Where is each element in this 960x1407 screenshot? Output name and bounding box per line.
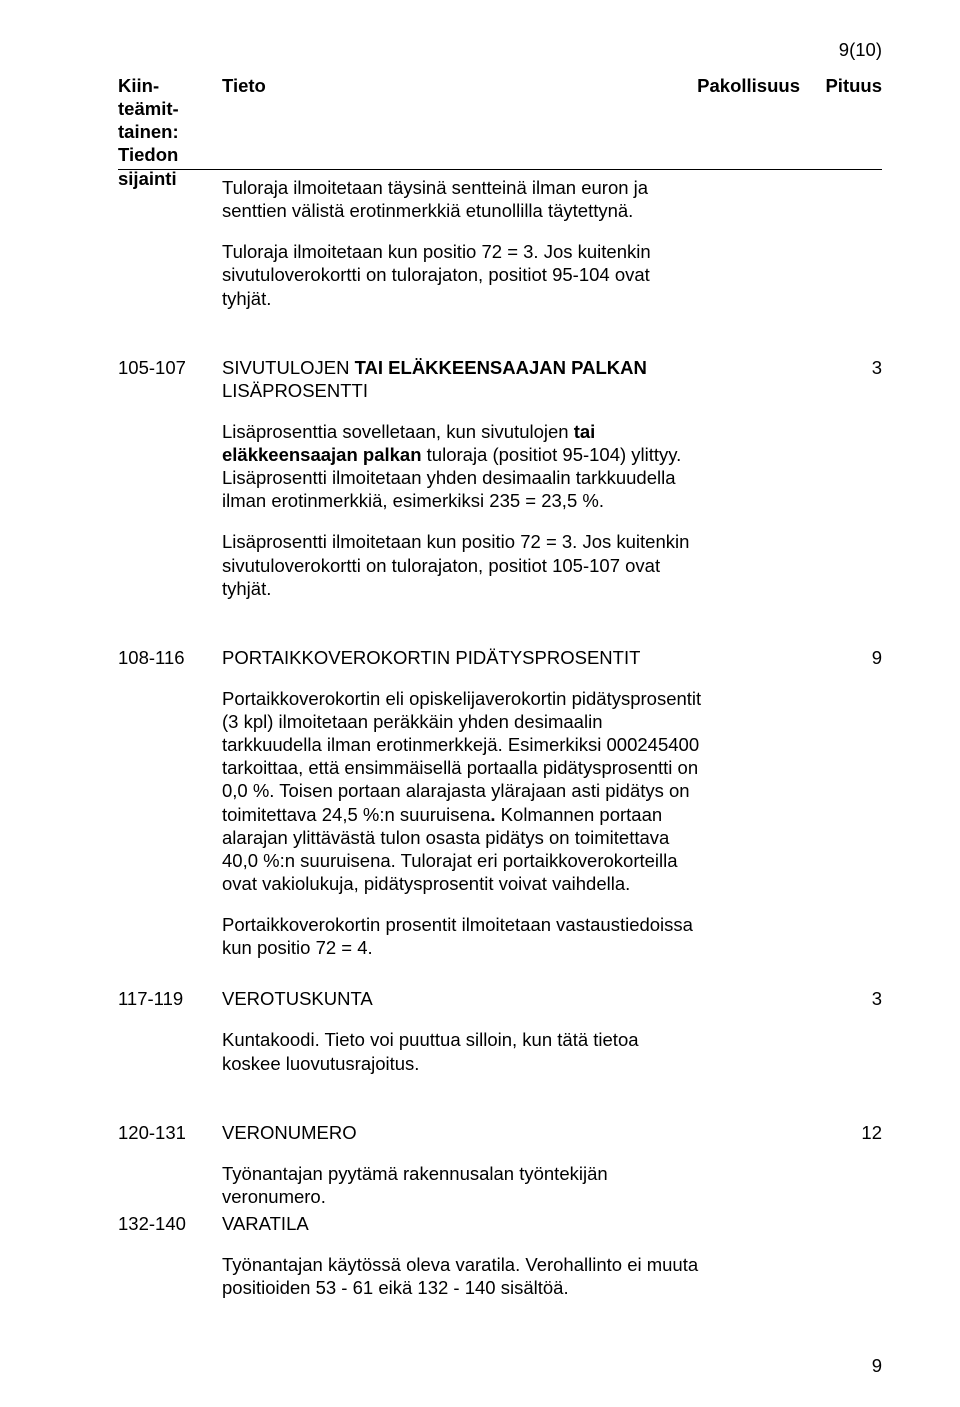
row-title: VARATILA [222, 1212, 702, 1235]
row-title: PORTAIKKOVEROKORTIN PIDÄTYSPROSENTIT [222, 646, 702, 669]
row-para: Työnantajan pyytämä rakennusalan työntek… [222, 1162, 702, 1208]
row-title: VEROTUSKUNTA [222, 987, 702, 1010]
row-content: VERONUMERO Työnantajan pyytämä rakennusa… [222, 1121, 702, 1208]
row-para: Portaikkoverokortin eli opiskelijaveroko… [222, 687, 702, 895]
para-text: Lisäprosentti ilmoitetaan kun positio 72… [222, 531, 689, 598]
table-row: 132-140 VARATILA Työnantajan käytössä ol… [222, 1212, 882, 1299]
title-text: VEROTUSKUNTA [222, 988, 373, 1009]
pituus-value: 9 [842, 646, 882, 669]
title-text: LISÄPROSENTTI [222, 380, 368, 401]
page-number-top: 9(10) [839, 38, 882, 61]
position-range: 105-107 [118, 356, 218, 379]
intro-block: Tuloraja ilmoitetaan täysinä sentteinä i… [222, 176, 702, 310]
row-title: VERONUMERO [222, 1121, 702, 1144]
row-content: SIVUTULOJEN TAI ELÄKKEENSAAJAN PALKAN LI… [222, 356, 702, 600]
pituus-value: 3 [842, 987, 882, 1010]
position-range: 132-140 [118, 1212, 218, 1235]
title-text: SIVUTULOJEN [222, 357, 355, 378]
para-text: Portaikkoverokortin prosentit ilmoitetaa… [222, 914, 693, 958]
row-para: Kuntakoodi. Tieto voi puuttua silloin, k… [222, 1028, 702, 1074]
header-divider [118, 169, 882, 170]
row-para: Lisäprosentti ilmoitetaan kun positio 72… [222, 530, 702, 599]
col-header-pakollisuus: Pakollisuus [697, 74, 800, 97]
position-range: 108-116 [118, 646, 218, 669]
table-header: Kiin- teämit- tainen: Tiedon sijainti Ti… [118, 74, 882, 170]
document-page: 9(10) Kiin- teämit- tainen: Tiedon sijai… [0, 0, 960, 1407]
table-row: 120-131 12 VERONUMERO Työnantajan pyytäm… [222, 1121, 882, 1208]
row-para: Lisäprosenttia sovelletaan, kun sivutulo… [222, 420, 702, 513]
table-row: 108-116 9 PORTAIKKOVEROKORTIN PIDÄTYSPRO… [222, 646, 882, 960]
col-header-sijainti: Kiin- teämit- tainen: Tiedon sijainti [118, 74, 202, 190]
table-row: 105-107 3 SIVUTULOJEN TAI ELÄKKEENSAAJAN… [222, 356, 882, 600]
row-para: Työnantajan käytössä oleva varatila. Ver… [222, 1253, 702, 1299]
row-title: SIVUTULOJEN TAI ELÄKKEENSAAJAN PALKAN LI… [222, 356, 702, 402]
row-content: VEROTUSKUNTA Kuntakoodi. Tieto voi puutt… [222, 987, 702, 1074]
page-number-bottom: 9 [872, 1354, 882, 1377]
intro-para-1: Tuloraja ilmoitetaan täysinä sentteinä i… [222, 176, 702, 222]
para-text: Kuntakoodi. Tieto voi puuttua silloin, k… [222, 1029, 639, 1073]
para-text: Työnantajan käytössä oleva varatila. Ver… [222, 1254, 698, 1298]
title-text: VERONUMERO [222, 1122, 357, 1143]
title-text-bold: TAI ELÄKKEENSAAJAN PALKAN [355, 357, 647, 378]
body-column: Tuloraja ilmoitetaan täysinä sentteinä i… [222, 176, 882, 1299]
position-range: 117-119 [118, 987, 218, 1010]
title-text: VARATILA [222, 1213, 309, 1234]
title-text: PORTAIKKOVEROKORTIN PIDÄTYSPROSENTIT [222, 647, 640, 668]
col-header-pituus: Pituus [825, 74, 882, 97]
col-header-tieto: Tieto [222, 74, 266, 97]
para-text: Lisäprosenttia sovelletaan, kun sivutulo… [222, 421, 574, 442]
position-range: 120-131 [118, 1121, 218, 1144]
pituus-value: 12 [842, 1121, 882, 1144]
row-content: VARATILA Työnantajan käytössä oleva vara… [222, 1212, 702, 1299]
row-para: Portaikkoverokortin prosentit ilmoitetaa… [222, 913, 702, 959]
row-content: PORTAIKKOVEROKORTIN PIDÄTYSPROSENTIT Por… [222, 646, 702, 960]
para-text: Työnantajan pyytämä rakennusalan työntek… [222, 1163, 608, 1207]
table-row: 117-119 3 VEROTUSKUNTA Kuntakoodi. Tieto… [222, 987, 882, 1074]
intro-para-2: Tuloraja ilmoitetaan kun positio 72 = 3.… [222, 240, 702, 309]
pituus-value: 3 [842, 356, 882, 379]
